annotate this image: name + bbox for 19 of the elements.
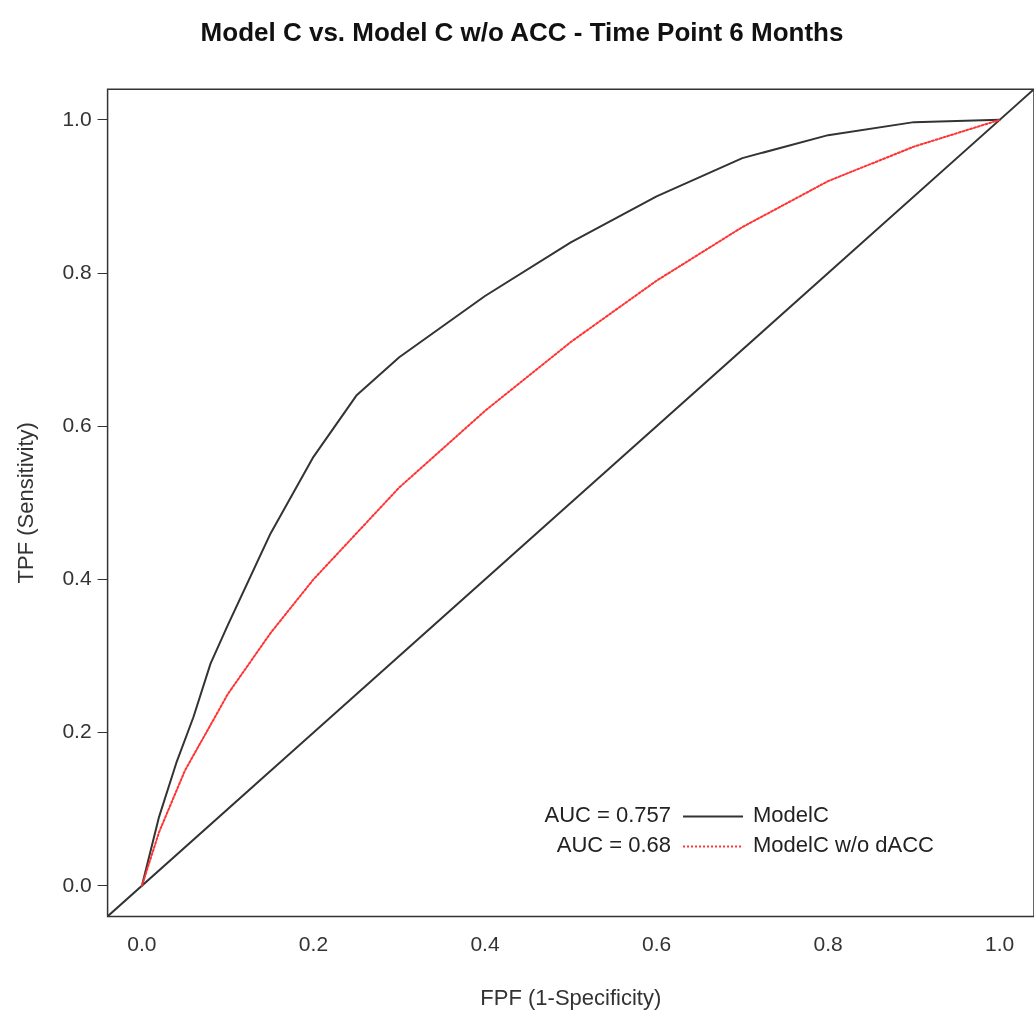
y-axis-title: TPF (Sensitivity) [13,422,39,584]
chart-title: Model C vs. Model C w/o ACC - Time Point 6 Months [200,16,844,47]
annotation: AUC = 0.757 [544,802,672,828]
x-tick-label: 0.0 [127,931,157,955]
legend-label: ModelC w/o dACC [753,832,935,858]
y-tick-label: 0.2 [62,719,92,743]
y-tick-label: 1.0 [62,106,92,130]
y-tick-label: 0.4 [62,566,92,590]
legend-label: ModelC [753,802,829,828]
y-tick-label: 0.8 [62,259,92,283]
x-tick-label: 1.0 [985,931,1015,955]
y-tick-label: 0.0 [62,872,92,896]
x-axis-title: FPF (1-Specificity) [480,984,662,1010]
x-tick-label: 0.4 [470,931,500,955]
y-tick-label: 0.6 [62,413,92,436]
x-tick-label: 0.2 [298,931,329,955]
x-tick-label: 0.6 [641,931,672,955]
annotation: AUC = 0.68 [556,832,672,858]
x-tick-label: 0.8 [813,931,843,955]
